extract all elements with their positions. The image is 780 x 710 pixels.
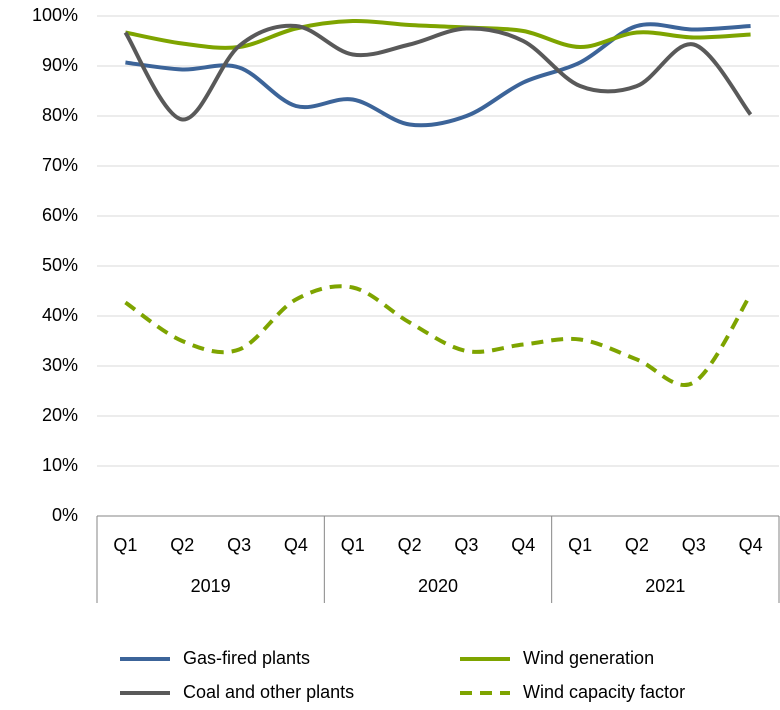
- x-tick-label: Q2: [170, 535, 194, 555]
- x-tick-label: Q3: [682, 535, 706, 555]
- y-tick-label: 100%: [32, 5, 78, 25]
- series-line: [124, 284, 753, 387]
- series-line: [125, 22, 751, 128]
- y-tick-label: 70%: [42, 155, 78, 175]
- x-tick-label: Q3: [454, 535, 478, 555]
- y-tick-label: 90%: [42, 55, 78, 75]
- x-tick-label: Q2: [398, 535, 422, 555]
- y-tick-label: 80%: [42, 105, 78, 125]
- group-label: 2020: [418, 576, 458, 596]
- y-tick-label: 10%: [42, 455, 78, 475]
- y-tick-label: 40%: [42, 305, 78, 325]
- x-tick-label: Q4: [284, 535, 308, 555]
- legend-label: Wind capacity factor: [523, 682, 685, 702]
- x-tick-label: Q2: [625, 535, 649, 555]
- x-tick-label: Q1: [113, 535, 137, 555]
- legend-label: Coal and other plants: [183, 682, 354, 702]
- y-tick-label: 30%: [42, 355, 78, 375]
- y-tick-label: 0%: [52, 505, 78, 525]
- y-tick-label: 60%: [42, 205, 78, 225]
- y-tick-label: 20%: [42, 405, 78, 425]
- group-label: 2019: [191, 576, 231, 596]
- legend-label: Wind generation: [523, 648, 654, 668]
- x-tick-label: Q1: [341, 535, 365, 555]
- x-tick-label: Q3: [227, 535, 251, 555]
- x-tick-label: Q1: [568, 535, 592, 555]
- x-tick-label: Q4: [739, 535, 763, 555]
- y-tick-label: 50%: [42, 255, 78, 275]
- x-tick-label: Q4: [511, 535, 535, 555]
- series-line: [123, 23, 753, 122]
- legend-label: Gas-fired plants: [183, 648, 310, 668]
- series-line: [125, 18, 751, 50]
- group-label: 2021: [645, 576, 685, 596]
